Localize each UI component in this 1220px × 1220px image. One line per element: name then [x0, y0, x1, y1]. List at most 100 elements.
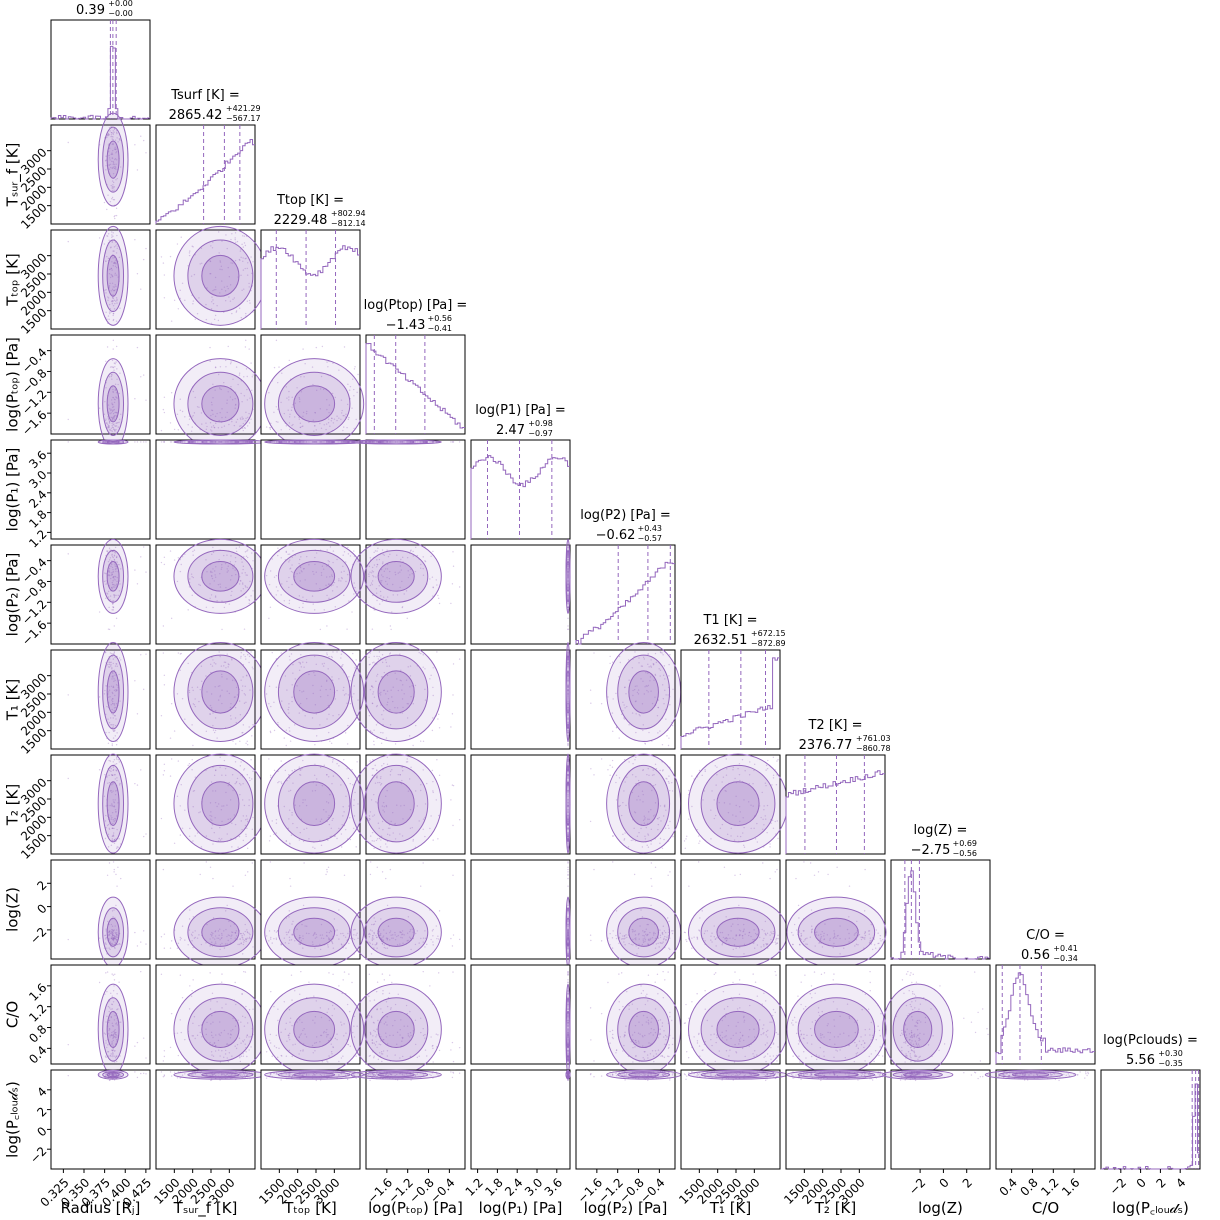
sample-point: [115, 411, 117, 414]
sample-point: [113, 289, 116, 292]
sample-point: [235, 743, 237, 745]
sample-point: [136, 784, 139, 786]
sample-point: [223, 381, 225, 384]
sample-point: [113, 369, 115, 371]
sample-point: [112, 198, 115, 201]
density-contour: [106, 917, 120, 947]
sample-point: [110, 184, 112, 187]
sample-point: [200, 412, 203, 414]
density-contour: [201, 781, 240, 826]
sample-point: [238, 258, 241, 261]
sample-point: [269, 731, 272, 734]
sample-point: [269, 730, 272, 733]
sample-point: [232, 378, 234, 380]
contour-panel-log_z-vs-t_top: [260, 859, 365, 968]
sample-point: [321, 345, 324, 348]
sample-point: [193, 273, 196, 276]
sample-point: [188, 252, 191, 254]
sample-point: [112, 390, 114, 393]
y-tick-label: 0: [34, 901, 49, 916]
sample-point: [228, 296, 230, 298]
sample-point: [109, 366, 112, 368]
sample-point: [244, 267, 246, 270]
sample-points: [67, 339, 147, 432]
sample-point: [209, 272, 211, 275]
sample-point: [327, 866, 330, 868]
sample-point: [107, 426, 110, 429]
sample-point: [111, 160, 113, 163]
sample-point: [776, 760, 778, 762]
sample-point: [192, 246, 194, 248]
sample-point: [369, 760, 371, 762]
sample-point: [214, 276, 217, 279]
sample-point: [238, 307, 241, 309]
sample-point: [173, 842, 176, 845]
sample-point: [108, 421, 111, 423]
panel-frame: [50, 439, 151, 540]
sample-point: [221, 288, 223, 291]
sample-point: [219, 388, 221, 390]
sample-point: [107, 424, 110, 427]
sample-point: [234, 239, 236, 241]
sample-point: [273, 769, 276, 772]
sample-point: [609, 764, 611, 767]
sample-point: [112, 289, 115, 292]
sample-point: [205, 318, 208, 321]
sample-point: [112, 406, 115, 408]
histogram-panel-t1: [680, 649, 781, 750]
sample-point: [450, 937, 452, 940]
sample-point: [112, 167, 114, 169]
sample-point: [108, 425, 110, 427]
sample-point: [373, 847, 375, 850]
sample-point: [247, 871, 249, 873]
sample-point: [114, 166, 117, 168]
sample-point: [109, 412, 111, 415]
sample-point: [111, 374, 113, 376]
sample-point: [213, 289, 215, 291]
sample-point: [221, 240, 223, 242]
sample-point: [115, 152, 117, 154]
histogram-panel-log_p1: [470, 439, 571, 540]
sample-point: [219, 411, 221, 414]
panel-frame: [470, 859, 571, 960]
panel-frame: [575, 544, 676, 645]
sample-point: [221, 628, 223, 631]
sample-point: [107, 423, 109, 426]
sample-point: [190, 275, 193, 277]
sample-point: [212, 413, 214, 415]
sample-point: [688, 818, 690, 820]
sample-point: [140, 135, 142, 137]
sample-point: [356, 761, 358, 763]
sample-point: [244, 874, 247, 877]
sample-point: [221, 416, 223, 419]
sample-point: [111, 426, 114, 429]
sample-point: [140, 441, 142, 443]
sample-point: [211, 301, 213, 303]
sample-point: [269, 774, 272, 777]
sample-point: [458, 819, 461, 821]
sample-point: [769, 846, 771, 848]
sample-point: [191, 245, 193, 247]
sample-point: [116, 412, 118, 414]
sample-point: [117, 866, 119, 868]
sample-point: [142, 139, 145, 142]
sample-point: [111, 416, 113, 419]
sample-point: [115, 300, 117, 302]
sample-point: [108, 151, 110, 153]
density-contour: [201, 254, 240, 297]
sample-point: [219, 260, 221, 262]
sample-point: [112, 142, 114, 145]
sample-point: [113, 408, 115, 411]
sample-point: [142, 835, 145, 838]
sample-point: [212, 241, 214, 243]
sample-point: [140, 288, 142, 290]
sample-point: [118, 138, 121, 140]
density-contour: [293, 561, 336, 592]
sample-point: [106, 422, 108, 424]
sample-point: [369, 873, 372, 876]
density-contour: [716, 781, 760, 826]
sample-point: [243, 628, 246, 630]
panel-frame: [470, 544, 571, 645]
